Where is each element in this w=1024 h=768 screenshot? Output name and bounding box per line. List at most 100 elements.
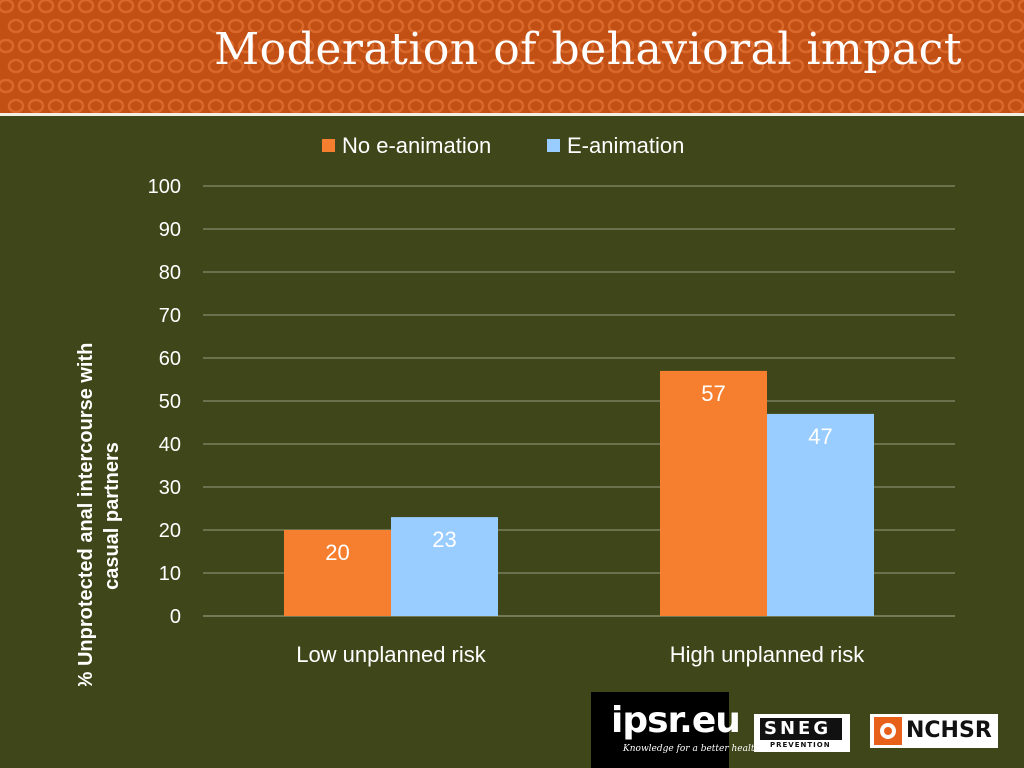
banner-pattern-ring bbox=[677, 38, 695, 54]
banner-pattern-ring bbox=[607, 58, 625, 74]
banner-pattern-ring bbox=[757, 0, 775, 14]
banner-pattern-ring bbox=[467, 18, 485, 34]
banner-pattern-ring bbox=[617, 78, 635, 94]
banner-pattern-ring bbox=[927, 98, 945, 113]
nchsr-logo: NCHSR bbox=[870, 714, 998, 748]
banner-pattern-ring bbox=[407, 18, 425, 34]
banner-pattern-ring bbox=[737, 0, 755, 14]
banner-pattern-ring bbox=[207, 98, 225, 113]
banner-pattern-ring bbox=[147, 58, 165, 74]
banner-pattern-ring bbox=[227, 58, 245, 74]
banner-pattern-ring bbox=[147, 98, 165, 113]
banner-pattern-ring bbox=[707, 98, 725, 113]
banner-pattern-ring bbox=[817, 0, 835, 14]
banner-pattern-ring bbox=[507, 58, 525, 74]
banner-pattern-ring bbox=[77, 78, 95, 94]
banner-pattern-ring bbox=[897, 0, 915, 14]
banner-pattern-ring bbox=[937, 78, 955, 94]
banner-pattern-ring bbox=[827, 98, 845, 113]
banner-pattern-ring bbox=[47, 58, 65, 74]
banner-pattern-ring bbox=[237, 78, 255, 94]
banner-pattern-ring bbox=[37, 0, 55, 14]
banner-pattern-ring bbox=[867, 98, 885, 113]
banner-pattern-ring bbox=[307, 18, 325, 34]
banner-pattern-ring bbox=[697, 0, 715, 14]
banner-pattern-ring bbox=[767, 18, 785, 34]
banner-pattern-ring bbox=[177, 0, 195, 14]
banner-pattern-ring bbox=[247, 18, 265, 34]
banner-pattern-ring bbox=[307, 58, 325, 74]
banner-pattern-ring bbox=[427, 18, 445, 34]
bar-data-label: 23 bbox=[432, 527, 456, 552]
banner-pattern-ring bbox=[767, 58, 785, 74]
banner-pattern-ring bbox=[437, 0, 455, 14]
banner-pattern-ring bbox=[217, 38, 235, 54]
x-axis-categories: Low unplanned risk High unplanned risk bbox=[296, 642, 865, 667]
banner-pattern-ring bbox=[107, 98, 125, 113]
banner-pattern-ring bbox=[7, 98, 25, 113]
banner-pattern-ring bbox=[657, 78, 675, 94]
banner-pattern-ring bbox=[687, 18, 705, 34]
banner-pattern-ring bbox=[567, 98, 585, 113]
banner-pattern-ring bbox=[77, 38, 95, 54]
banner-pattern-ring bbox=[347, 98, 365, 113]
banner-pattern-ring bbox=[127, 58, 145, 74]
banner-pattern-ring bbox=[417, 78, 435, 94]
banner-pattern-ring bbox=[577, 0, 595, 14]
banner-pattern-ring bbox=[207, 58, 225, 74]
banner-pattern-ring bbox=[407, 98, 425, 113]
banner-pattern-ring bbox=[737, 38, 755, 54]
banner-pattern-ring bbox=[617, 0, 635, 14]
banner-pattern-ring bbox=[837, 0, 855, 14]
banner-pattern-ring bbox=[977, 78, 995, 94]
banner-pattern-ring bbox=[177, 78, 195, 94]
banner-pattern-ring bbox=[347, 58, 365, 74]
banner-pattern-ring bbox=[297, 38, 315, 54]
banner-pattern-ring bbox=[587, 18, 605, 34]
bar-data-label: 57 bbox=[701, 381, 725, 406]
banner-pattern-ring bbox=[1017, 78, 1024, 94]
banner-pattern-ring bbox=[937, 38, 955, 54]
banner-pattern-ring bbox=[97, 0, 115, 14]
banner-pattern-ring bbox=[427, 58, 445, 74]
banner-pattern-ring bbox=[67, 58, 85, 74]
banner-pattern-ring bbox=[697, 78, 715, 94]
banner-pattern-ring bbox=[867, 18, 885, 34]
banner-pattern-ring bbox=[777, 78, 795, 94]
banner-pattern-ring bbox=[907, 18, 925, 34]
banner-pattern-ring bbox=[957, 0, 975, 14]
banner-pattern-ring bbox=[477, 38, 495, 54]
banner-pattern-ring bbox=[937, 0, 955, 14]
title-banner: Moderation of behavioral impact bbox=[0, 0, 1024, 113]
banner-pattern-ring bbox=[727, 18, 745, 34]
banner-pattern-ring bbox=[317, 38, 335, 54]
banner-pattern-ring bbox=[237, 0, 255, 14]
banner-pattern-ring bbox=[377, 78, 395, 94]
banner-pattern-ring bbox=[227, 18, 245, 34]
banner-pattern-ring bbox=[367, 18, 385, 34]
banner-pattern-ring bbox=[397, 38, 415, 54]
banner-pattern-ring bbox=[207, 18, 225, 34]
banner-pattern-ring bbox=[467, 98, 485, 113]
banner-pattern-ring bbox=[107, 18, 125, 34]
banner-pattern-ring bbox=[327, 98, 345, 113]
banner-pattern-ring bbox=[807, 98, 825, 113]
banner-pattern-ring bbox=[287, 18, 305, 34]
banner-pattern-ring bbox=[777, 0, 795, 14]
banner-pattern-ring bbox=[797, 38, 815, 54]
banner-pattern-ring bbox=[97, 78, 115, 94]
banner-pattern-ring bbox=[117, 38, 135, 54]
banner-pattern-ring bbox=[597, 0, 615, 14]
banner-pattern-ring bbox=[17, 78, 35, 94]
banner-pattern-ring bbox=[757, 38, 775, 54]
banner-pattern-ring bbox=[317, 0, 335, 14]
banner-pattern-ring bbox=[707, 18, 725, 34]
banner-pattern-ring bbox=[887, 98, 905, 113]
banner-pattern-ring bbox=[327, 58, 345, 74]
banner-pattern-ring bbox=[847, 18, 865, 34]
banner-pattern-ring bbox=[247, 58, 265, 74]
banner-pattern-ring bbox=[727, 98, 745, 113]
banner-pattern-ring bbox=[717, 78, 735, 94]
banner-pattern-ring bbox=[847, 58, 865, 74]
banner-pattern-ring bbox=[367, 58, 385, 74]
